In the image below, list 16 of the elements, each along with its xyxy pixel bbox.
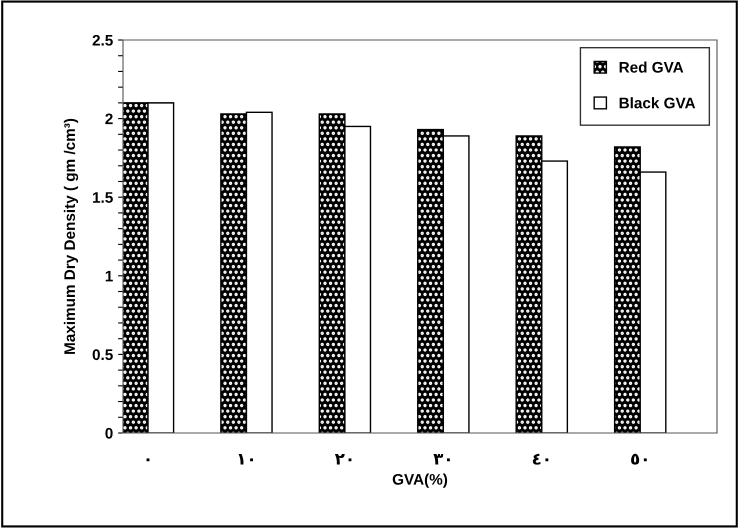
legend-label: Red GVA bbox=[620, 61, 684, 73]
y-tick-label: 1 bbox=[106, 270, 113, 282]
x-tick-label: ١٠ bbox=[238, 454, 253, 465]
x-tick-label: ٠ bbox=[146, 458, 150, 462]
y-tick-label: 0.5 bbox=[92, 349, 113, 360]
y-tick-label: 2 bbox=[105, 113, 113, 124]
x-tick-label: ٤٠ bbox=[532, 454, 548, 465]
x-tick-label: ٢٠ bbox=[334, 454, 352, 465]
y-tick-label: 2.5 bbox=[92, 34, 113, 46]
x-axis-title: GVA(%) bbox=[392, 474, 448, 488]
y-tick-label: 0 bbox=[105, 428, 113, 439]
x-tick-label: ٥٠ bbox=[631, 454, 647, 465]
legend-label: Black GVA bbox=[620, 97, 696, 108]
y-tick-label: 1.5 bbox=[93, 192, 113, 203]
y-axis-title: Maximum Dry Density ( gm /cm³) bbox=[64, 118, 78, 354]
x-tick-label: ٣٠ bbox=[433, 454, 450, 465]
